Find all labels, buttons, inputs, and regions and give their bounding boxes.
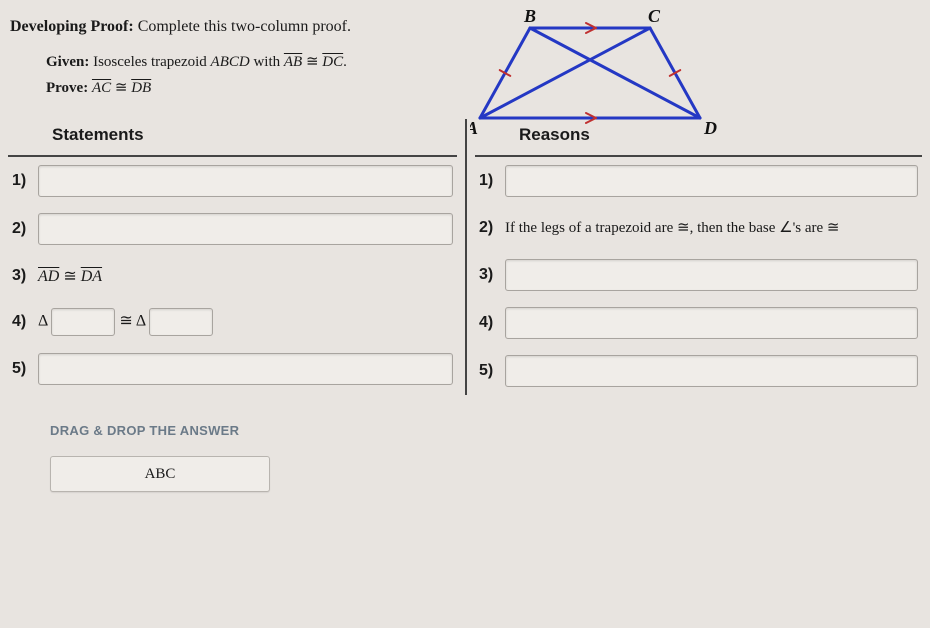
stmt3-seg2: DA [81,268,102,285]
stmt-num-3: 3) [12,267,38,285]
stmt-num-1: 1) [12,172,38,190]
reason-2-text: If the legs of a trapezoid are ≅, then t… [505,218,839,238]
stmt-num-2: 2) [12,220,38,238]
svg-text:C: C [648,8,661,26]
reason-num-3: 3) [479,266,505,284]
stmt3-cong: ≅ [59,268,80,285]
drag-drop-label: DRAG & DROP THE ANSWER [50,423,930,438]
reason-blank-3[interactable] [505,259,918,291]
svg-text:B: B [523,8,536,26]
stmt-4-text: Δ ≅ Δ [38,308,213,336]
stmt4-mid: ≅ Δ [119,313,145,330]
reason-num-5: 5) [479,362,505,380]
reason-num-4: 4) [479,314,505,332]
given-seg2: DC [322,54,343,70]
stmt-num-5: 5) [12,360,38,378]
given-label: Given: [46,54,89,70]
svg-text:A: A [470,118,478,138]
given-shape: ABCD [211,54,250,70]
stmt-blank-2[interactable] [38,213,453,245]
prove-seg1: AC [92,80,111,96]
stmt4-pre: Δ [38,313,47,330]
reason-blank-1[interactable] [505,165,918,197]
prove-cong: ≅ [111,80,131,96]
given-period: . [343,54,347,70]
stmt-blank-1[interactable] [38,165,453,197]
given-with: with [250,54,284,70]
stmt-blank-5[interactable] [38,353,453,385]
reason-blank-5[interactable] [505,355,918,387]
statements-header: Statements [8,119,457,157]
reason-num-2: 2) [479,219,505,237]
stmt-4-blank-b[interactable] [149,308,213,336]
reason-num-1: 1) [479,172,505,190]
given-text: Isosceles trapezoid [89,54,210,70]
stmt-4-blank-a[interactable] [51,308,115,336]
title-bold: Developing Proof: [10,18,134,35]
drag-item-abc[interactable]: ABC [50,456,270,492]
stmt-num-4: 4) [12,313,38,331]
svg-text:D: D [703,118,717,138]
prove-label: Prove: [46,80,88,96]
title-rest: Complete this two-column proof. [134,18,351,35]
trapezoid-diagram: A B C D [470,8,730,143]
developing-proof-title: Developing Proof: Complete this two-colu… [10,18,920,36]
stmt-3-text: AD ≅ DA [38,266,102,286]
stmt3-seg1: AD [38,268,59,285]
given-seg1: AB [284,54,302,70]
given-cong: ≅ [302,54,322,70]
reason-blank-4[interactable] [505,307,918,339]
prove-seg2: DB [131,80,151,96]
